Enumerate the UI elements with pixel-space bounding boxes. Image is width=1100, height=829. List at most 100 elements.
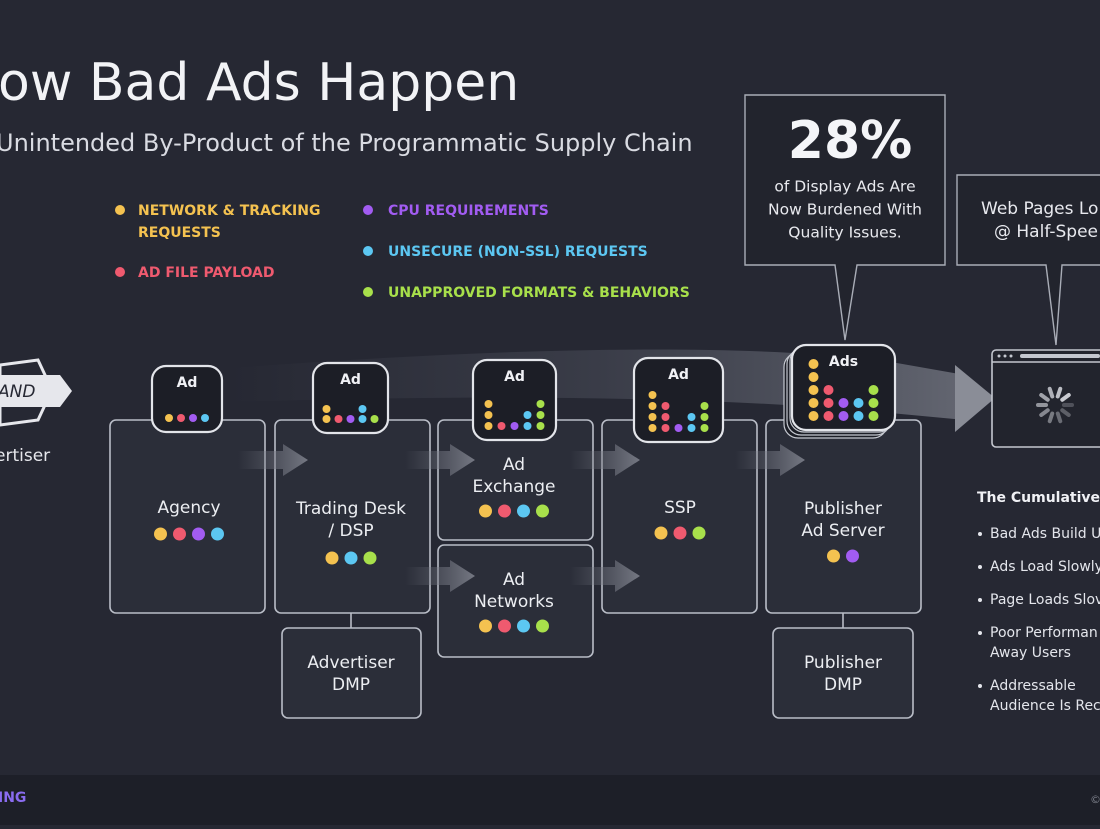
footer-left: ING — [0, 790, 26, 806]
bullet-dot — [978, 598, 982, 602]
ad-icon-dot — [687, 413, 696, 421]
sidebar-bullet: Poor Performan — [990, 625, 1098, 641]
ad-icon — [632, 356, 725, 444]
spinner-tick — [1055, 411, 1063, 424]
bullet-dot — [978, 565, 982, 569]
ad-icon-dot — [358, 405, 367, 413]
flow-arrow — [238, 444, 308, 476]
ad-icon-dot — [346, 415, 355, 423]
sidebar-bullet: Addressable — [990, 678, 1076, 694]
ad-icons: Ad Ad Ad Ad Ads — [150, 343, 897, 444]
stage-dot — [344, 551, 358, 565]
legend-label: AD FILE PAYLOAD — [138, 265, 274, 281]
callout: 28% of Display Ads Are Now Burdened With… — [744, 94, 946, 341]
stage-dot — [846, 549, 859, 563]
ad-icon-dot — [823, 411, 834, 421]
ad-icon-dot — [808, 398, 819, 408]
ad-icon-dot — [700, 402, 709, 410]
arrows — [238, 444, 805, 592]
ad-icon-dot — [687, 424, 696, 432]
stage-dot — [673, 526, 687, 540]
spinner-tick — [1047, 386, 1055, 399]
brand-badge: AND — [0, 382, 35, 402]
ad-icon-dot — [536, 411, 545, 419]
callout-text: of Display Ads Are — [774, 178, 915, 196]
ad-icon-dot — [853, 398, 864, 408]
legend-label: UNAPPROVED FORMATS & BEHAVIORS — [388, 285, 690, 301]
flow-swoosh — [230, 349, 965, 420]
flow-arrow-head — [955, 365, 995, 432]
callout: Web Pages Lo @ Half-Spee — [956, 174, 1100, 346]
ad-icon-dot — [648, 402, 657, 410]
legend-label: REQUESTS — [138, 225, 221, 241]
ad-icon-dot — [523, 422, 532, 430]
footer-bar — [0, 775, 1100, 825]
callout-text: Web Pages Lo — [981, 199, 1098, 219]
ad-icon-dot — [536, 400, 545, 408]
ad-icon-dot — [700, 413, 709, 421]
ad-icon-dot — [322, 405, 331, 413]
stage-label: Agency — [157, 498, 220, 518]
bullet-dot — [978, 631, 982, 635]
flow-arrow — [570, 560, 640, 592]
ad-icon-dot — [648, 413, 657, 421]
ad-icon-dot — [868, 411, 879, 421]
sidebar-title: The Cumulative — [977, 490, 1100, 506]
ad-icon-dot — [661, 402, 670, 410]
ad-icon-dot — [808, 411, 819, 421]
legend-dot — [115, 267, 125, 277]
stage-label: Exchange — [472, 477, 555, 497]
subtitle: Unintended By-Product of the Programmati… — [0, 129, 693, 157]
stage-label: DMP — [824, 675, 862, 695]
legend-dot — [363, 246, 373, 256]
ad-icon-dot — [510, 422, 519, 430]
spinner-tick — [1055, 386, 1063, 399]
ad-icon — [311, 361, 390, 435]
legend-dot — [363, 287, 373, 297]
callout-text: @ Half-Spee — [994, 222, 1098, 242]
ad-icon-dot — [808, 385, 819, 395]
ad-icon-dot — [201, 414, 209, 422]
sidebar-list: Bad Ads Build U Ads Load Slowly Page Loads… — [978, 526, 1100, 714]
stage-dot — [154, 527, 167, 541]
sidebar-bullet: Bad Ads Build U — [990, 526, 1100, 542]
ad-icon-label: Ad — [504, 369, 525, 385]
stage-dot — [498, 619, 511, 633]
stage-label: Publisher — [804, 499, 882, 519]
ad-icon-dot — [661, 413, 670, 421]
ad-icon-dot — [700, 424, 709, 432]
footer-right: © — [1090, 793, 1100, 806]
ad-icon-dot — [648, 391, 657, 399]
flow-arrow — [735, 444, 805, 476]
stage-dot — [192, 527, 205, 541]
ad-icon-dot — [853, 411, 864, 421]
stage-dot — [479, 504, 492, 518]
ad-icon-dot — [674, 424, 683, 432]
flow-arrow — [405, 560, 475, 592]
legend-dot — [363, 205, 373, 215]
stage-label: / DSP — [328, 521, 373, 541]
stage-dot — [363, 551, 377, 565]
stage-label: Advertiser — [307, 653, 394, 673]
legend-label: UNSECURE (NON-SSL) REQUESTS — [388, 244, 648, 260]
ad-icon-dot — [808, 359, 819, 369]
stage-dot — [654, 526, 668, 540]
legend: NETWORK & TRACKING REQUESTS AD FILE PAYL… — [115, 203, 690, 301]
stage-label: DMP — [332, 675, 370, 695]
ad-icon-dot — [484, 411, 493, 419]
browser-icon — [991, 349, 1100, 448]
ad-icon-dot — [838, 411, 849, 421]
stage-dot — [517, 619, 530, 633]
ad-icon-dot — [823, 385, 834, 395]
stage-label: Ad — [503, 455, 525, 475]
stage-dot — [173, 527, 186, 541]
ad-icon-dot — [497, 422, 506, 430]
stage-dot — [479, 619, 492, 633]
legend-label: CPU REQUIREMENTS — [388, 203, 549, 219]
sidebar-bullet: Audience Is Rec — [990, 698, 1100, 714]
ad-icon-dot — [648, 424, 657, 432]
stage-dot — [692, 526, 706, 540]
stage-label: Trading Desk — [295, 499, 406, 519]
ad-icon-dot — [370, 415, 379, 423]
